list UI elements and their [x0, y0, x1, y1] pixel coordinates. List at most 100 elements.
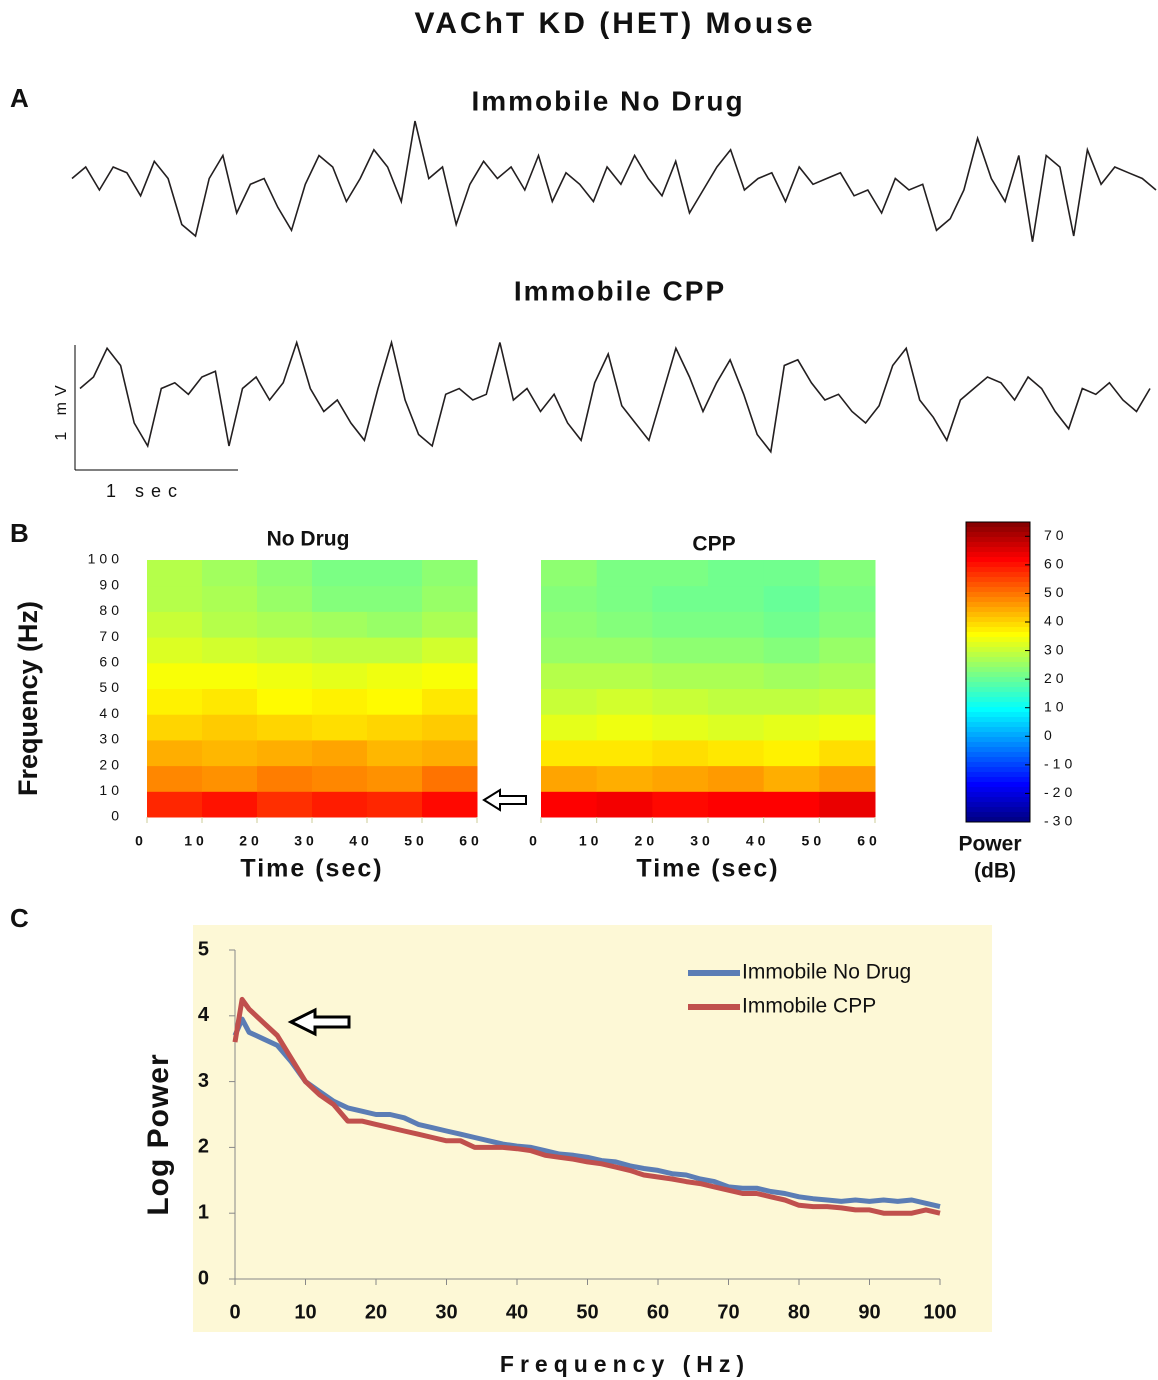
heatmap-cell — [202, 714, 258, 741]
series-line — [232, 1016, 941, 1210]
colorbar-swatch — [966, 577, 1030, 583]
heatmap-cell — [652, 791, 709, 818]
colorbar-tick-label: 50 — [1044, 584, 1068, 600]
heatmap-cell — [596, 791, 653, 818]
colorbar-swatch — [966, 562, 1030, 568]
x-axis-label: Time (sec) — [636, 855, 779, 883]
colorbar-swatch — [966, 772, 1030, 778]
figure-title: VAChT KD (HET) Mouse — [414, 7, 815, 40]
trace-title: Immobile No Drug — [471, 85, 744, 116]
heatmap-cell — [819, 585, 876, 612]
arrow — [482, 788, 527, 812]
heatmap-cell — [202, 611, 258, 638]
legend-label: Immobile No Drug — [742, 961, 911, 984]
x-tick-label: 0 — [529, 833, 541, 849]
x-tick-label: 100 — [923, 1301, 956, 1323]
y-tick-label: 1 — [198, 1201, 209, 1223]
colorbar-swatch — [966, 612, 1030, 618]
heatmap-cell — [312, 765, 368, 792]
heatmap-cell — [819, 791, 876, 818]
heatmap-cell — [652, 560, 709, 587]
heatmap-cell — [367, 585, 423, 612]
heatmap-cell — [312, 662, 368, 689]
series-line — [232, 996, 941, 1216]
colorbar-swatch — [966, 532, 1030, 538]
heatmap-cell — [257, 765, 313, 792]
heatmap-cell — [312, 611, 368, 638]
heatmap-title: CPP — [692, 533, 735, 556]
x-tick-label: 80 — [788, 1301, 810, 1323]
colorbar-swatch — [966, 782, 1030, 788]
heatmap-cell — [147, 688, 203, 715]
heatmap-cell — [367, 739, 423, 767]
colorbar-swatch — [966, 582, 1030, 588]
x-tick-label: 10 — [579, 833, 603, 849]
colorbar-tick-label: 10 — [1044, 698, 1068, 714]
x-tick-label: 10 — [184, 833, 208, 849]
colorbar-swatch — [966, 757, 1030, 763]
colorbar-swatch — [966, 632, 1030, 638]
heatmap-cell — [367, 560, 423, 587]
x-tick-label: 60 — [647, 1301, 669, 1323]
colorbar-swatch — [966, 742, 1030, 748]
heatmap-cell — [819, 560, 876, 587]
scale-label: 1 sec — [106, 481, 184, 501]
heatmap-cell — [541, 791, 598, 818]
heatmap-cell — [763, 560, 820, 587]
colorbar-swatch — [966, 682, 1030, 688]
colorbar-swatch — [966, 602, 1030, 608]
x-axis-label: Time (sec) — [240, 855, 383, 883]
heatmap-cell — [147, 662, 203, 689]
heatmap-cell — [763, 637, 820, 664]
y-tick-label: 2 — [198, 1136, 209, 1158]
heatmap-cell — [202, 765, 258, 792]
colorbar-swatch — [966, 687, 1030, 693]
heatmap-cell — [147, 611, 203, 638]
heatmap-cell — [202, 688, 258, 715]
heatmap-cell — [422, 714, 478, 741]
x-tick-label: 40 — [746, 833, 770, 849]
colorbar-swatch — [966, 792, 1030, 798]
heatmap-cell — [652, 611, 709, 638]
heatmap-cell — [257, 688, 313, 715]
heatmap-cell — [422, 791, 478, 818]
heatmap-cell — [422, 739, 478, 767]
heatmap-cell — [422, 560, 478, 587]
y-tick-label: 0 — [111, 808, 123, 824]
heatmap-cell — [147, 765, 203, 792]
panel-label: A — [10, 83, 29, 113]
x-tick-label: 30 — [294, 833, 318, 849]
colorbar-swatch — [966, 547, 1030, 553]
heatmap-cell — [147, 791, 203, 818]
x-tick-label: 20 — [635, 833, 659, 849]
y-axis-label: Frequency (Hz) — [13, 601, 43, 796]
heatmap-cell — [708, 791, 765, 818]
colorbar-swatch — [966, 812, 1030, 818]
heatmap-cell — [541, 688, 598, 715]
colorbar-swatch — [966, 522, 1030, 528]
heatmap-cell — [257, 637, 313, 664]
heatmap-cell — [819, 765, 876, 792]
heatmap-cell — [541, 585, 598, 612]
trace-line — [71, 120, 1157, 242]
heatmap-cell — [596, 714, 653, 741]
colorbar-swatch — [966, 667, 1030, 673]
colorbar-tick-label: -20 — [1044, 784, 1076, 800]
colorbar-swatch — [966, 762, 1030, 768]
colorbar-frame — [965, 521, 1031, 823]
heatmap-cell — [763, 611, 820, 638]
colorbar-swatch — [966, 807, 1030, 813]
x-tick-label: 50 — [404, 833, 428, 849]
y-tick-label: 30 — [99, 731, 123, 747]
heatmap-cell — [147, 637, 203, 664]
heatmap-cell — [312, 714, 368, 741]
y-tick-label: 10 — [99, 782, 123, 798]
heatmap-cell — [312, 560, 368, 587]
heatmap-cell — [367, 791, 423, 818]
heatmap-cell — [819, 662, 876, 689]
heatmap-cell — [422, 688, 478, 715]
heatmap-cell — [652, 739, 709, 767]
x-tick-label: 60 — [857, 833, 881, 849]
colorbar-tick-label: 60 — [1044, 556, 1068, 572]
heatmap-cell — [422, 611, 478, 638]
